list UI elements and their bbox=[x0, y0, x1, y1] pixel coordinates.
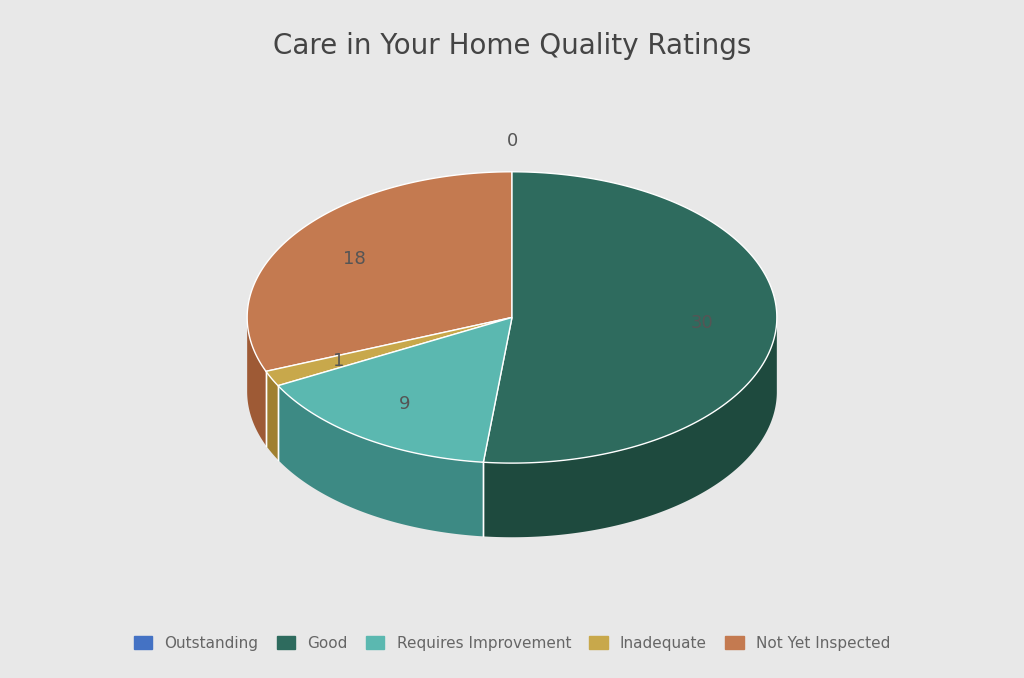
PathPatch shape bbox=[266, 317, 512, 386]
Legend: Outstanding, Good, Requires Improvement, Inadequate, Not Yet Inspected: Outstanding, Good, Requires Improvement,… bbox=[128, 629, 896, 657]
Text: 30: 30 bbox=[691, 314, 714, 332]
PathPatch shape bbox=[483, 319, 777, 537]
PathPatch shape bbox=[247, 172, 512, 372]
Text: 18: 18 bbox=[343, 250, 366, 268]
PathPatch shape bbox=[278, 317, 512, 462]
PathPatch shape bbox=[483, 172, 777, 463]
Title: Care in Your Home Quality Ratings: Care in Your Home Quality Ratings bbox=[272, 33, 752, 60]
PathPatch shape bbox=[247, 318, 266, 445]
Text: 1: 1 bbox=[333, 353, 345, 370]
Text: 9: 9 bbox=[399, 395, 411, 414]
Text: 0: 0 bbox=[507, 132, 517, 150]
PathPatch shape bbox=[278, 386, 483, 536]
PathPatch shape bbox=[266, 372, 278, 460]
